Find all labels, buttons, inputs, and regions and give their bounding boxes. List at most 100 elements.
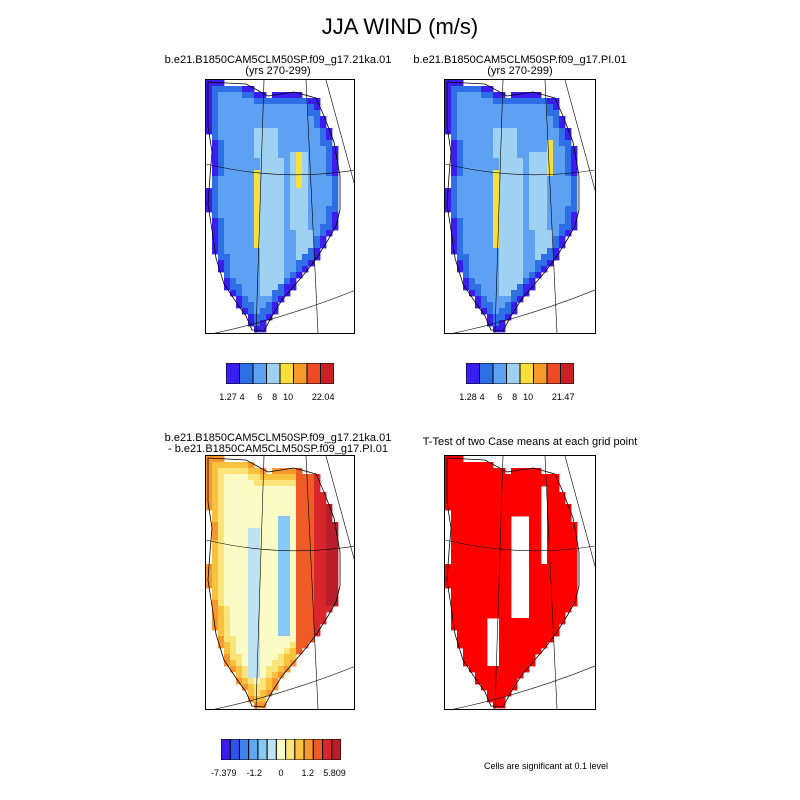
- colorbar-swatch: [238, 738, 250, 761]
- grid-cell: [320, 498, 327, 505]
- grid-cell: [242, 582, 249, 589]
- grid-cell: [254, 254, 261, 261]
- grid-cell: [451, 200, 458, 207]
- grid-cell: [206, 492, 213, 499]
- grid-cell: [475, 218, 482, 225]
- grid-cell: [529, 242, 536, 249]
- grid-cell: [308, 158, 315, 165]
- grid-cell: [296, 98, 303, 105]
- grid-cell: [236, 528, 243, 535]
- grid-cell: [463, 498, 470, 505]
- grid-cell: [260, 290, 267, 297]
- grid-cell: [296, 546, 303, 553]
- grid-cell: [302, 152, 309, 159]
- grid-cell: [463, 624, 470, 631]
- grid-cell: [272, 678, 279, 685]
- grid-cell: [314, 164, 321, 171]
- grid-cell: [517, 164, 524, 171]
- grid-cell: [254, 468, 261, 475]
- grid-cell: [493, 188, 500, 195]
- grid-cell: [457, 80, 464, 87]
- grid-cell: [469, 624, 476, 631]
- grid-cell: [254, 302, 261, 309]
- grid-cell: [224, 140, 231, 147]
- grid-cell: [260, 642, 267, 649]
- grid-cell: [236, 510, 243, 517]
- grid-cell: [469, 618, 476, 625]
- grid-cell: [260, 492, 267, 499]
- grid-cell: [314, 558, 321, 565]
- grid-cell: [248, 684, 255, 691]
- grid-cell: [290, 92, 297, 99]
- grid-cell: [218, 236, 225, 243]
- grid-cell: [242, 110, 249, 117]
- grid-cell: [242, 158, 249, 165]
- grid-cell: [248, 254, 255, 261]
- grid-cell: [212, 86, 219, 93]
- grid-cell: [517, 104, 524, 111]
- grid-cell: [248, 170, 255, 177]
- grid-cell: [290, 278, 297, 285]
- grid-cell: [463, 254, 470, 261]
- grid-cell: [511, 284, 518, 291]
- grid-cell: [296, 158, 303, 165]
- coastline: [207, 457, 341, 708]
- grid-cell: [469, 564, 476, 571]
- grid-cell: [553, 200, 560, 207]
- colorbar-swatch: [306, 362, 321, 385]
- grid-cell: [278, 278, 285, 285]
- grid-cell: [487, 690, 494, 697]
- grid-cell: [487, 284, 494, 291]
- grid-cell: [535, 248, 542, 255]
- grid-cell: [332, 170, 339, 177]
- grid-cell: [523, 110, 530, 117]
- grid-cell: [254, 636, 261, 643]
- grid-cell: [499, 122, 506, 129]
- grid-cell: [248, 266, 255, 273]
- grid-cell: [469, 134, 476, 141]
- grid-cell: [559, 176, 566, 183]
- colorbar-swatch: [479, 362, 494, 385]
- grid-cell: [230, 558, 237, 565]
- grid-cell: [445, 104, 452, 111]
- grid-cell: [445, 86, 452, 93]
- grid-cell: [475, 224, 482, 231]
- grid-cell: [260, 176, 267, 183]
- grid-cell: [320, 116, 327, 123]
- grid-cell: [541, 164, 548, 171]
- grid-cell: [284, 176, 291, 183]
- grid-cell: [218, 588, 225, 595]
- grid-cell: [547, 600, 554, 607]
- grid-cell: [332, 546, 339, 553]
- grid-cell: [445, 98, 452, 105]
- colorbar-tick-label: 4: [479, 392, 485, 402]
- grid-cell: [254, 116, 261, 123]
- grid-cell: [475, 110, 482, 117]
- grid-cell: [236, 492, 243, 499]
- grid-cell: [499, 284, 506, 291]
- grid-cell: [463, 660, 470, 667]
- grid-cell: [487, 92, 494, 99]
- grid-cell: [278, 636, 285, 643]
- grid-cell: [284, 474, 291, 481]
- grid-cell: [481, 170, 488, 177]
- grid-cell: [535, 200, 542, 207]
- grid-cell: [475, 266, 482, 273]
- grid-cell: [278, 218, 285, 225]
- grid-cell: [212, 558, 219, 565]
- grid-cell: [206, 194, 213, 201]
- grid-cell: [212, 140, 219, 147]
- grid-cell: [272, 134, 279, 141]
- grid-cell: [260, 296, 267, 303]
- grid-cell: [296, 600, 303, 607]
- grid-cell: [469, 558, 476, 565]
- grid-cell: [314, 134, 321, 141]
- grid-cell: [505, 510, 512, 517]
- grid-cell: [260, 272, 267, 279]
- grid-cell: [541, 254, 548, 261]
- grid-cell: [224, 660, 231, 667]
- grid-cell: [236, 248, 243, 255]
- grid-cell: [523, 200, 530, 207]
- grid-cell: [487, 570, 494, 577]
- grid-cell: [523, 266, 530, 273]
